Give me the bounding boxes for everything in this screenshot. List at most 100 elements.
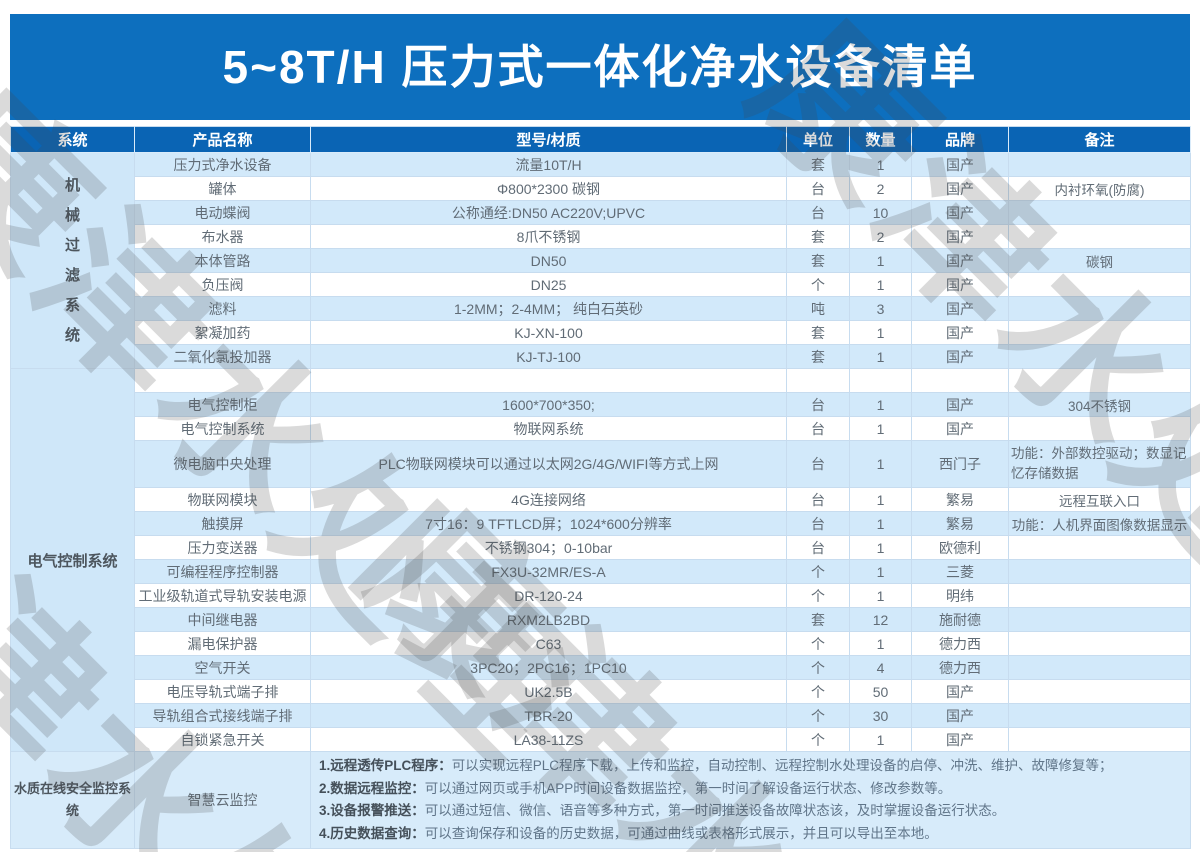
cell-unit: 个 [786,655,850,680]
cell-brand: 德力西 [911,631,1009,656]
cell-product-name: 空气开关 [134,655,311,680]
table-row: 漏电保护器 C63 个 1 德力西 [11,631,1191,656]
cell-note: 功能：外部数控驱动；数显记忆存储数据 [1008,440,1191,488]
cell-brand: 繁易 [911,511,1009,536]
cell-unit: 台 [786,176,850,201]
cell-note: 远程互联入口 [1008,487,1191,512]
cell-model: 3PC20；2PC16；1PC10 [310,655,787,680]
cell-unit: 套 [786,344,850,369]
cell-product-name: 电压导轨式端子排 [134,679,311,704]
cloud-feature-line: 4.历史数据查询：可以查询保存和设备的历史数据，可通过曲线或表格形式展示，并且可… [319,825,938,841]
cell-qty: 10 [849,200,912,225]
table-row: 物联网模块 4G连接网络 台 1 繁易 远程互联入口 [11,487,1191,512]
cell-note [1008,703,1191,728]
cell-unit: 吨 [786,296,850,321]
cell-note [1008,320,1191,345]
cell-qty: 2 [849,176,912,201]
cell-qty: 1 [849,631,912,656]
cell-unit: 套 [786,152,850,177]
cell-model: 8爪不锈钢 [310,224,787,249]
table-row: 滤料 1-2MM；2-4MM； 纯白石英砂 吨 3 国产 [11,296,1191,321]
cell-product-name: 微电脑中央处理 [134,440,311,488]
cell-brand: 国产 [911,176,1009,201]
cell-unit: 个 [786,631,850,656]
col-header-model: 型号/材质 [310,126,787,153]
cell-unit: 台 [786,511,850,536]
cell-qty: 1 [849,727,912,752]
cell-product-name: 工业级轨道式导轨安装电源 [134,583,311,608]
cell-qty: 30 [849,703,912,728]
table-row: 负压阀 DN25 个 1 国产 [11,272,1191,297]
cell-unit: 个 [786,583,850,608]
col-header-unit: 单位 [786,126,850,153]
cell-qty: 50 [849,679,912,704]
cell-note [1008,368,1191,393]
cell-brand: 国产 [911,272,1009,297]
cell-brand: 国产 [911,727,1009,752]
cell-product-name: 可编程程序控制器 [134,559,311,584]
cell-note [1008,655,1191,680]
cell-brand: 国产 [911,200,1009,225]
cell-unit: 台 [786,200,850,225]
cell-note [1008,559,1191,584]
cell-product-name: 布水器 [134,224,311,249]
cell-unit: 套 [786,248,850,273]
table-row: 本体管路 DN50 套 1 国产 碳钢 [11,248,1191,273]
cell-note [1008,607,1191,632]
table-row: 电气控制系统 [10,368,1191,752]
cell-model: KJ-TJ-100 [310,344,787,369]
cell-model: 1-2MM；2-4MM； 纯白石英砂 [310,296,787,321]
cell-model: 公称通经:DN50 AC220V;UPVC [310,200,787,225]
table-row: 工业级轨道式导轨安装电源 DR-120-24 个 1 明纬 [11,583,1191,608]
cell-model: PLC物联网模块可以通过以太网2G/4G/WIFI等方式上网 [310,440,787,488]
cell-brand: 国产 [911,296,1009,321]
cell-model: Φ800*2300 碳钢 [310,176,787,201]
table-row: 微电脑中央处理 PLC物联网模块可以通过以太网2G/4G/WIFI等方式上网 台… [11,440,1191,488]
cell-unit: 台 [786,487,850,512]
equipment-table: 系统 产品名称 型号/材质 单位 数量 品牌 备注 机械过滤系统 压力式净水设备… [10,126,1191,849]
cell-brand: 德力西 [911,655,1009,680]
cell-note: 内衬环氧(防腐) [1008,176,1191,201]
cell-model: RXM2LB2BD [310,607,787,632]
cell-product-name: 漏电保护器 [134,631,311,656]
cell-model: 1600*700*350; [310,392,787,417]
col-header-note: 备注 [1008,126,1191,153]
cell-qty: 12 [849,607,912,632]
cell-brand: 国产 [911,224,1009,249]
table-row: 罐体 Φ800*2300 碳钢 台 2 国产 内衬环氧(防腐) [11,176,1191,201]
cell-unit: 套 [786,607,850,632]
cell-note [1008,679,1191,704]
cell-model [310,368,787,393]
cell-model: LA38-11ZS [310,727,787,752]
cell-qty: 1 [849,416,912,441]
col-header-brand: 品牌 [911,126,1009,153]
cell-model: 物联网系统 [310,416,787,441]
table-row: 可编程程序控制器 FX3U-32MR/ES-A 个 1 三菱 [11,559,1191,584]
cell-brand: 国产 [911,320,1009,345]
cell-product-name: 物联网模块 [134,487,311,512]
cell-brand: 繁易 [911,487,1009,512]
cell-product-name: 絮凝加药 [134,320,311,345]
cell-brand: 国产 [911,416,1009,441]
cell-note [1008,583,1191,608]
cell-unit: 台 [786,392,850,417]
cell-note: 功能：人机界面图像数据显示 [1008,511,1191,536]
cell-qty: 1 [849,559,912,584]
cell-brand: 国产 [911,152,1009,177]
col-header-name: 产品名称 [134,126,311,153]
cell-qty: 1 [849,487,912,512]
cell-qty: 3 [849,296,912,321]
cell-model: DN50 [310,248,787,273]
cell-model: C63 [310,631,787,656]
section-label-mechanical-filtration: 机械过滤系统 [10,152,135,369]
table-row: 触摸屏 7寸16：9 TFTLCD屏；1024*600分辨率 台 1 繁易 功能… [11,511,1191,536]
cell-unit: 套 [786,320,850,345]
cloud-monitoring-description: 1.远程透传PLC程序：可以实现远程PLC程序下载，上传和监控，自动控制、远程控… [310,751,1191,849]
cell-product-name: 自锁紧急开关 [134,727,311,752]
cell-product-name: 智慧云监控 [134,751,311,849]
cloud-feature-line: 1.远程透传PLC程序：可以实现远程PLC程序下载，上传和监控，自动控制、远程控… [319,758,1113,773]
header-row: 系统 产品名称 型号/材质 单位 数量 品牌 备注 [10,126,1191,153]
cloud-feature-line: 3.设备报警推送：可以通过短信、微信、语音等多种方式，第一时间推送设备故障状态该… [319,803,1006,818]
cell-qty: 4 [849,655,912,680]
cell-qty: 1 [849,320,912,345]
